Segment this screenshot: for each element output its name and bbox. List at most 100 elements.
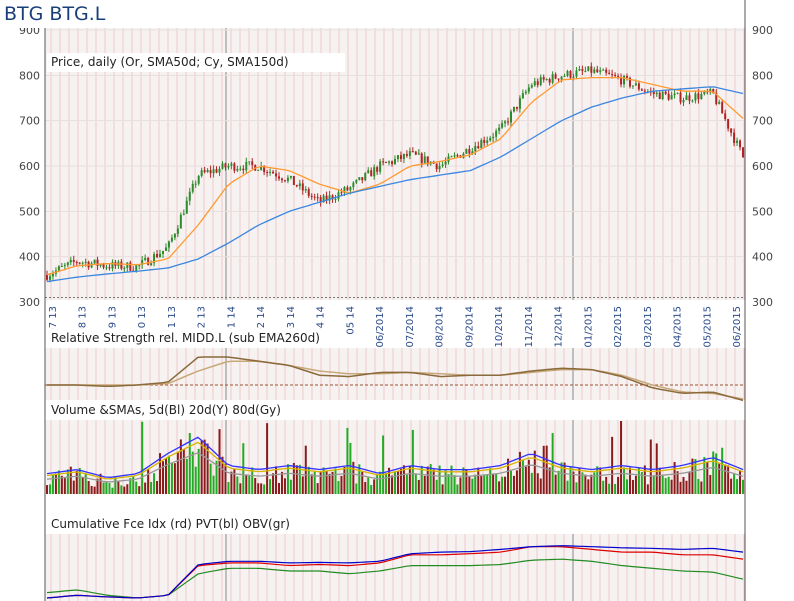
price-candle-body: [504, 121, 507, 124]
price-candle-body: [414, 151, 417, 155]
price-candle-body: [96, 259, 99, 266]
price-candle-body: [631, 85, 634, 87]
volume-bar: [423, 475, 426, 494]
volume-bar: [483, 474, 486, 494]
volume-bar: [188, 433, 191, 494]
price-candle-body: [557, 78, 560, 80]
volume-bar: [132, 475, 135, 494]
x-tick-label: 06/2015: [732, 306, 743, 348]
volume-bar: [480, 476, 483, 494]
volume-bar: [123, 486, 126, 494]
price-candle-body: [512, 106, 515, 112]
price-candle-body: [391, 161, 394, 164]
price-candle-body: [420, 153, 423, 164]
price-candle-body: [489, 137, 492, 141]
volume-bar: [280, 471, 283, 494]
price-candle-body: [507, 121, 510, 123]
price-candle-body: [498, 127, 501, 131]
price-candle-body: [179, 214, 182, 229]
price-candle-body: [551, 74, 554, 83]
price-candle-body: [355, 179, 358, 183]
price-candle-body: [272, 171, 275, 174]
price-tick-right: 300: [752, 296, 773, 309]
volume-bar: [661, 474, 664, 494]
volume-bar: [477, 467, 480, 494]
volume-bar: [742, 479, 744, 494]
volume-bar: [179, 439, 182, 494]
x-tick-label: 03/2015: [643, 306, 654, 348]
volume-bar: [518, 451, 521, 494]
volume-bar: [498, 481, 501, 494]
price-candle-body: [72, 259, 75, 262]
volume-bar: [724, 464, 727, 494]
volume-bar: [233, 469, 236, 494]
volume-bar: [191, 451, 194, 494]
volume-bar: [501, 476, 504, 494]
price-candle-body: [102, 264, 105, 268]
volume-bar: [602, 480, 605, 494]
price-candle-body: [563, 75, 566, 77]
price-candle-body: [703, 90, 706, 94]
x-tick-label: 02/2015: [613, 306, 624, 348]
price-candle-body: [682, 100, 685, 103]
volume-bar: [69, 466, 72, 494]
volume-bar: [417, 479, 420, 494]
price-candle-body: [444, 161, 447, 165]
volume-bar: [402, 465, 405, 494]
volume-bar: [572, 471, 575, 494]
volume-bar: [176, 451, 179, 494]
volume-bar: [420, 465, 423, 494]
x-tick-label: 10 13: [137, 306, 148, 335]
price-candle-body: [691, 100, 694, 102]
volume-bar: [114, 476, 117, 494]
volume-bar: [515, 470, 518, 494]
price-candle-body: [150, 263, 153, 266]
volume-bar: [289, 479, 292, 494]
price-candle-body: [623, 76, 626, 85]
volume-bar: [254, 477, 257, 494]
price-candle-body: [200, 170, 203, 176]
sma150-line: [46, 86, 744, 283]
volume-bar: [316, 483, 319, 494]
price-candle-body: [605, 69, 608, 73]
volume-bar: [105, 482, 108, 494]
volume-bar: [346, 427, 349, 494]
volume-bar: [628, 467, 631, 494]
volume-bar: [310, 474, 313, 494]
price-candle-body: [257, 169, 260, 171]
price-candle-body: [108, 267, 111, 269]
price-candle-body: [530, 85, 533, 88]
volume-bar: [596, 466, 599, 494]
price-candle-body: [138, 264, 141, 266]
price-candle-body: [468, 149, 471, 154]
volume-bar: [197, 448, 200, 494]
volume-bar: [60, 475, 63, 494]
price-candle-body: [263, 165, 266, 173]
price-candle-body: [667, 93, 670, 100]
x-tick-label: 09 13: [107, 306, 118, 335]
volume-bar: [388, 467, 391, 494]
price-candle-body: [709, 88, 712, 93]
price-candle-body: [423, 156, 426, 164]
volume-bar: [703, 457, 706, 494]
x-tick-label: 07/2014: [405, 306, 416, 348]
volume-bar: [343, 467, 346, 494]
volume-bar: [450, 465, 453, 494]
x-tick-label: 08 13: [78, 306, 89, 335]
volume-bar: [203, 439, 206, 494]
volume-bar: [432, 469, 435, 494]
price-candle-body: [194, 183, 197, 185]
volume-bar: [325, 470, 328, 494]
price-candle-body: [66, 262, 69, 265]
volume-bar: [512, 475, 515, 494]
rs-panel-title: Relative Strength rel. MIDD.L (sub EMA26…: [47, 329, 345, 348]
price-candle-body: [524, 91, 527, 94]
volume-bar: [340, 475, 343, 494]
volume-bar: [575, 482, 578, 494]
volume-bar: [566, 480, 569, 494]
price-candle-body: [611, 74, 614, 76]
volume-sma5-line: [46, 436, 744, 478]
volume-panel: [45, 420, 745, 494]
price-candle-body: [587, 66, 590, 71]
